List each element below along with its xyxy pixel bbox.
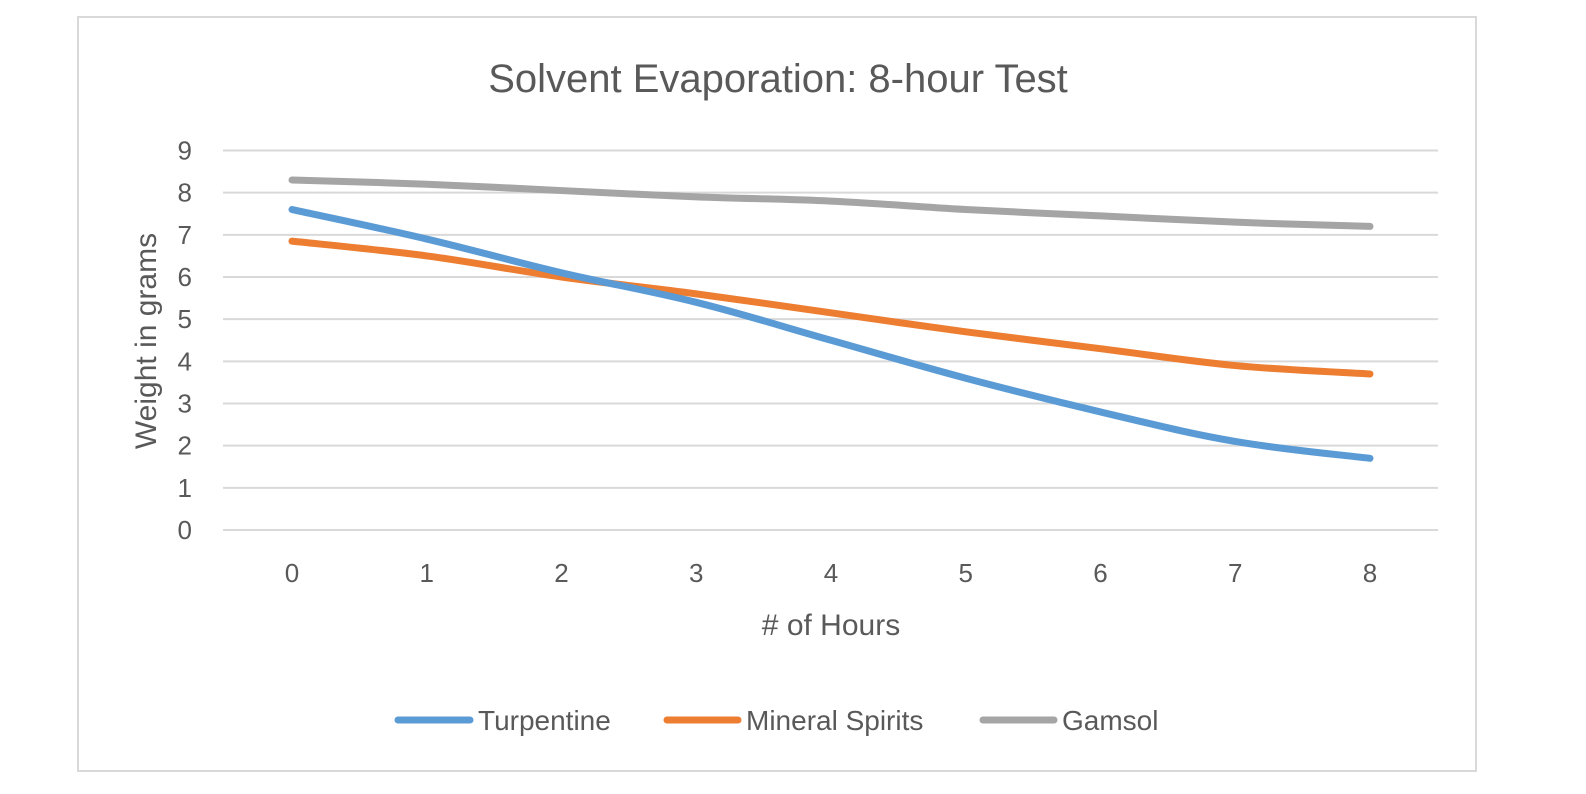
legend-label-gamsol: Gamsol — [1062, 705, 1158, 736]
chart-title: Solvent Evaporation: 8-hour Test — [488, 57, 1068, 101]
x-axis-label: # of Hours — [762, 609, 900, 642]
y-tick-label: 5 — [178, 304, 192, 334]
legend: Turpentine Mineral Spirits Gamsol — [394, 705, 1158, 736]
legend-label-turpentine: Turpentine — [478, 705, 611, 736]
y-tick-label: 3 — [178, 389, 192, 419]
chart-frame — [77, 16, 1477, 772]
legend-label-mineral-spirits: Mineral Spirits — [746, 705, 923, 736]
y-axis-ticks: 0 1 2 3 4 5 6 7 8 9 — [178, 136, 192, 546]
x-tick-label: 3 — [689, 558, 703, 588]
series-line-turpentine — [288, 206, 1374, 462]
x-tick-label: 8 — [1363, 558, 1377, 588]
x-tick-label: 5 — [959, 558, 973, 588]
x-tick-label: 2 — [554, 558, 568, 588]
series-line-gamsol — [288, 176, 1374, 230]
x-axis-ticks: 0 1 2 3 4 5 6 7 8 — [285, 558, 1377, 588]
series-line-mineral-spirits — [288, 237, 1374, 378]
x-tick-label: 6 — [1093, 558, 1107, 588]
y-tick-label: 1 — [178, 473, 192, 503]
gridlines — [223, 149, 1438, 531]
x-tick-label: 7 — [1228, 558, 1242, 588]
y-tick-label: 9 — [178, 136, 192, 166]
y-tick-label: 7 — [178, 220, 192, 250]
series-lines — [288, 176, 1374, 462]
y-tick-label: 0 — [178, 515, 192, 545]
y-tick-label: 8 — [178, 178, 192, 208]
y-tick-label: 2 — [178, 431, 192, 461]
y-tick-label: 4 — [178, 346, 192, 376]
y-axis-label: Weight in grams — [130, 233, 163, 449]
x-tick-label: 0 — [285, 558, 299, 588]
y-tick-label: 6 — [178, 262, 192, 292]
x-tick-label: 4 — [824, 558, 838, 588]
x-tick-label: 1 — [420, 558, 434, 588]
